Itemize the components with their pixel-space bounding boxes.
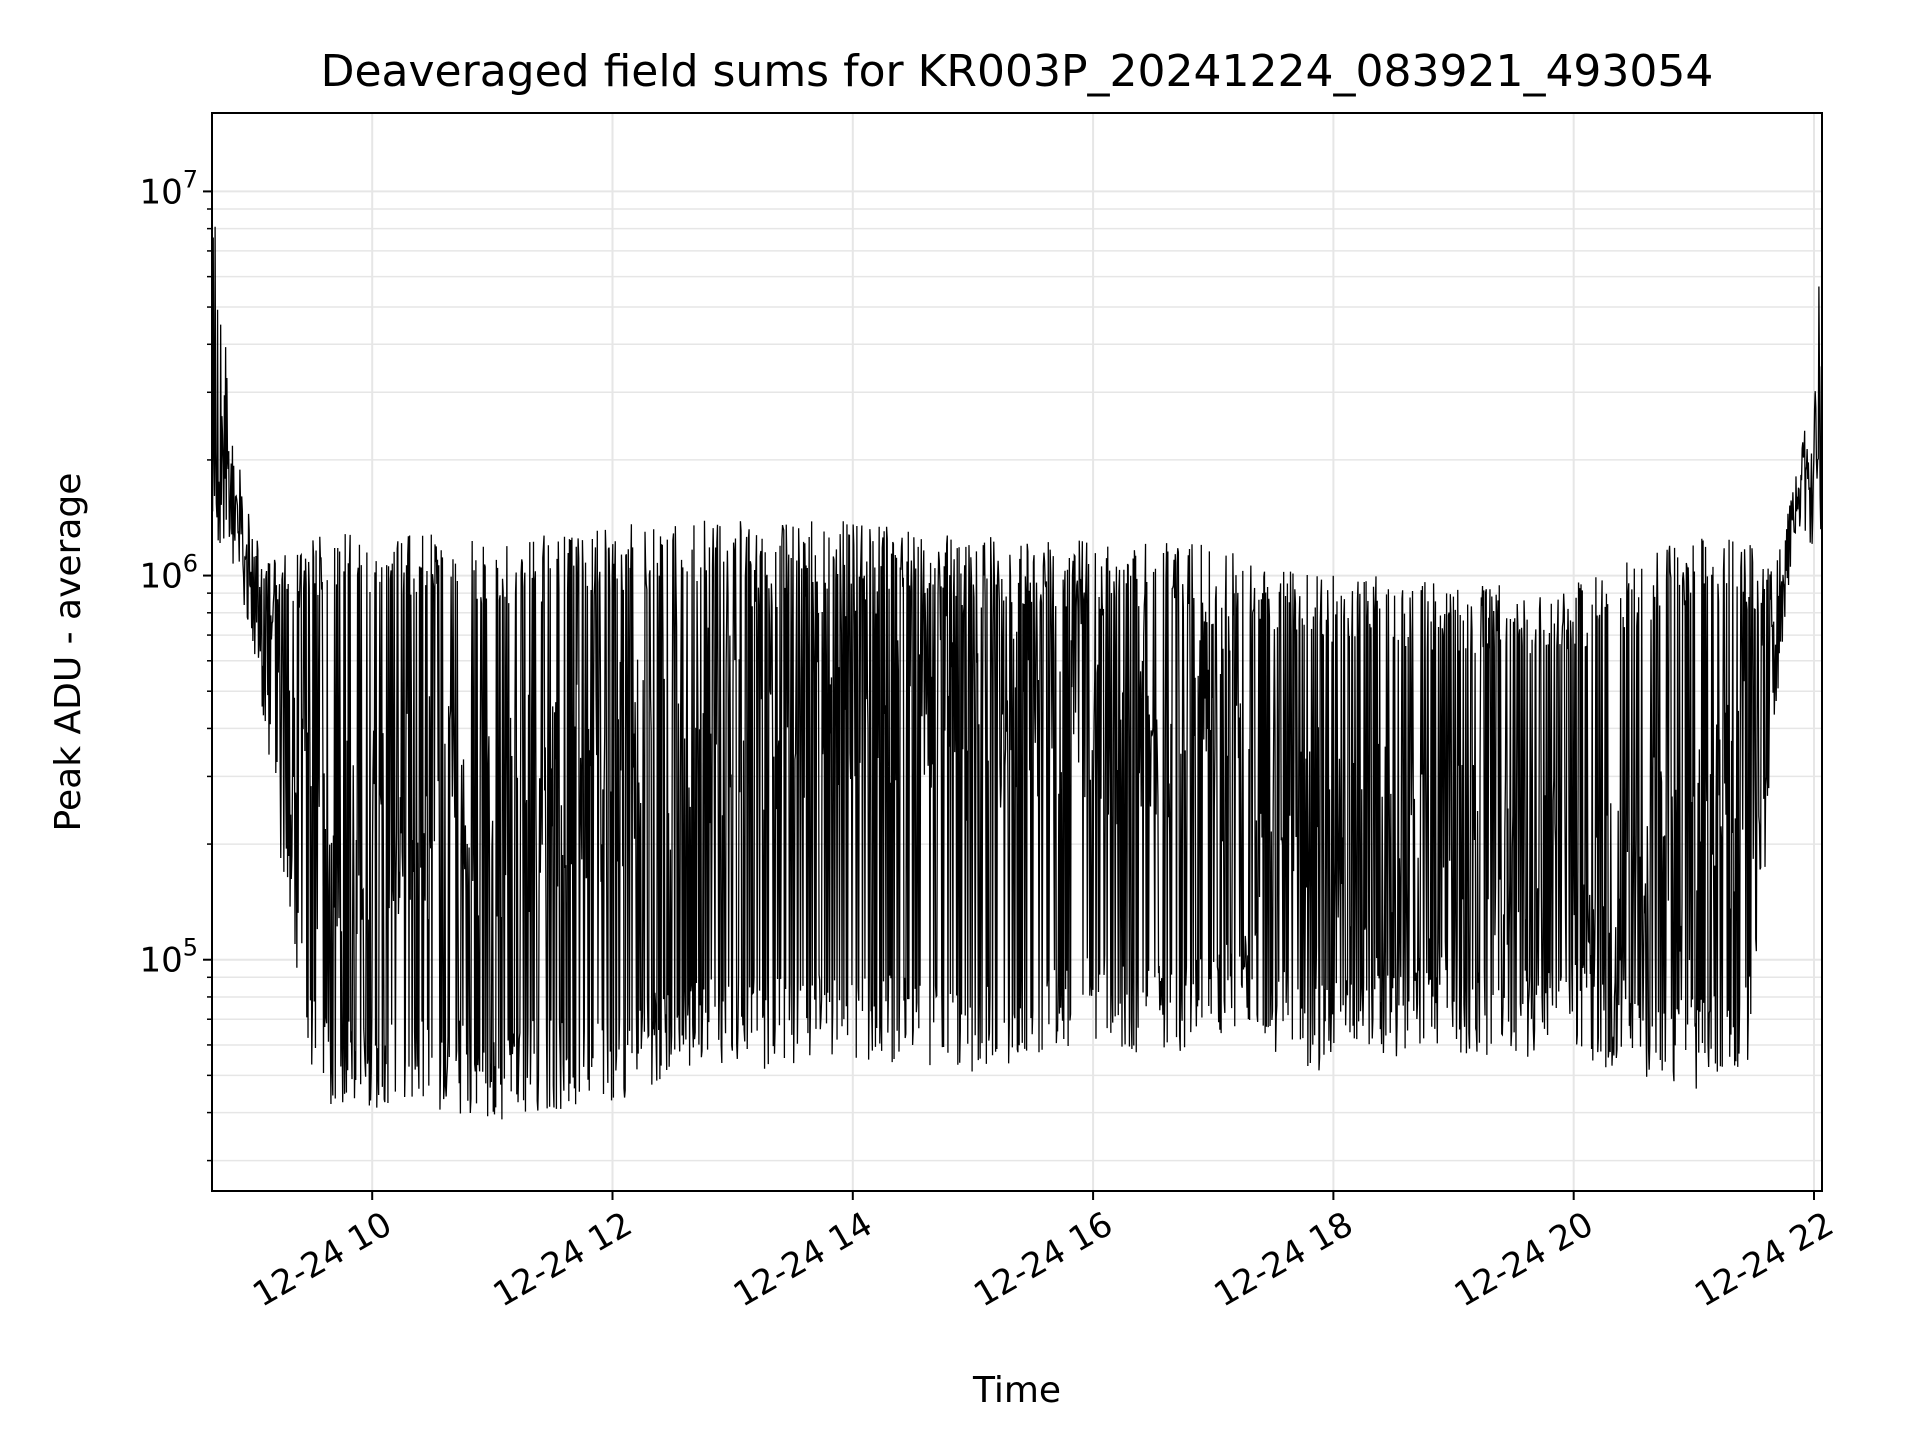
chart-title: Deaveraged field sums for KR003P_2024122… [321,46,1714,97]
data-trace [211,226,1823,1120]
plot-frame [211,112,1823,1192]
x-axis-label: Time [972,1370,1061,1411]
y-tick-label: 106 [139,550,198,597]
y-axis-label: Peak ADU - average [48,473,89,832]
trace-layer [211,226,1823,1120]
y-tick-label: 107 [139,165,198,212]
y-tick-label: 105 [139,934,198,981]
